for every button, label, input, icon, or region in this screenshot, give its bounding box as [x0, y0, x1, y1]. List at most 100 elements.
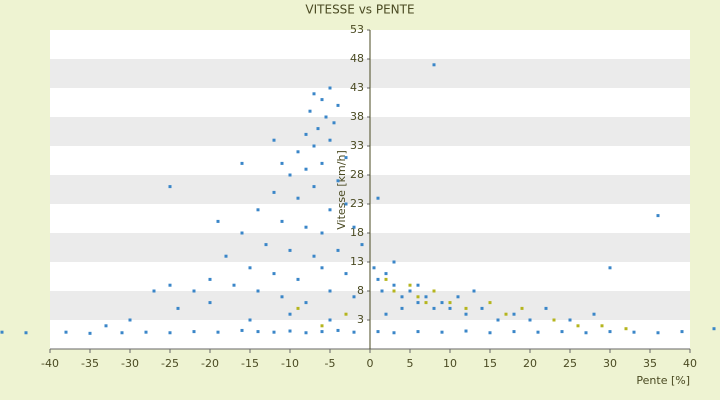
point — [352, 225, 356, 229]
point — [224, 254, 228, 258]
x-tick-label: 20 — [523, 357, 537, 370]
point — [392, 289, 396, 293]
point — [416, 301, 420, 305]
point — [352, 330, 356, 334]
point — [324, 115, 328, 119]
point — [336, 179, 340, 183]
point — [536, 330, 540, 334]
point — [144, 330, 148, 334]
point — [308, 109, 312, 113]
point — [568, 318, 572, 322]
point — [304, 225, 308, 229]
point — [168, 283, 172, 287]
point — [120, 331, 124, 335]
point — [344, 272, 348, 276]
point — [384, 277, 388, 281]
point — [216, 219, 220, 223]
x-tick-label: 30 — [603, 357, 617, 370]
point — [392, 283, 396, 287]
point — [432, 306, 436, 310]
point — [512, 312, 516, 316]
point — [632, 330, 636, 334]
point — [464, 312, 468, 316]
point — [304, 331, 308, 335]
point — [272, 138, 276, 142]
point — [288, 329, 292, 333]
point — [0, 330, 4, 334]
point — [424, 301, 428, 305]
point — [528, 318, 532, 322]
point — [128, 318, 132, 322]
point — [552, 318, 556, 322]
point — [384, 272, 388, 276]
x-tick-label: 10 — [443, 357, 457, 370]
point — [448, 301, 452, 305]
point — [320, 324, 324, 328]
point — [520, 306, 524, 310]
y-tick-label: 43 — [350, 81, 364, 94]
point — [24, 331, 28, 335]
point — [584, 331, 588, 335]
x-tick-label: -35 — [81, 357, 99, 370]
point — [304, 167, 308, 171]
y-axis-title: Vitesse [km/h] — [335, 150, 348, 230]
point — [256, 289, 260, 293]
point — [304, 301, 308, 305]
point — [264, 243, 268, 247]
point — [240, 231, 244, 235]
point — [320, 266, 324, 270]
point — [464, 306, 468, 310]
point — [296, 196, 300, 200]
x-tick-label: -30 — [121, 357, 139, 370]
point — [400, 306, 404, 310]
y-tick-label: 23 — [350, 197, 364, 210]
x-tick-label: 40 — [683, 357, 697, 370]
point — [344, 156, 348, 160]
point — [480, 306, 484, 310]
point — [312, 254, 316, 258]
x-tick-label: -40 — [41, 357, 59, 370]
y-tick-label: 53 — [350, 23, 364, 36]
point — [608, 330, 612, 334]
point — [280, 295, 284, 299]
point — [240, 328, 244, 332]
point — [328, 86, 332, 90]
point — [152, 289, 156, 293]
point — [424, 295, 428, 299]
point — [312, 185, 316, 189]
point — [544, 306, 548, 310]
point — [440, 301, 444, 305]
point — [464, 329, 468, 333]
x-tick-label: -10 — [281, 357, 299, 370]
point — [296, 277, 300, 281]
y-tick-label: 3 — [357, 313, 364, 326]
point — [576, 324, 580, 328]
y-tick-label: 18 — [350, 226, 364, 239]
point — [372, 266, 376, 270]
point — [344, 312, 348, 316]
point — [496, 318, 500, 322]
point — [712, 327, 716, 331]
point — [168, 185, 172, 189]
x-tick-label: -5 — [325, 357, 336, 370]
point — [608, 266, 612, 270]
x-tick-label: 25 — [563, 357, 577, 370]
y-tick-label: 28 — [350, 168, 364, 181]
point — [256, 330, 260, 334]
point — [304, 132, 308, 136]
point — [376, 277, 380, 281]
point — [336, 103, 340, 107]
point — [176, 306, 180, 310]
point — [504, 312, 508, 316]
x-tick-label: -20 — [201, 357, 219, 370]
point — [248, 318, 252, 322]
point — [168, 331, 172, 335]
point — [328, 318, 332, 322]
point — [320, 231, 324, 235]
point — [392, 260, 396, 264]
point — [104, 324, 108, 328]
point — [416, 330, 420, 334]
point — [432, 63, 436, 67]
point — [376, 196, 380, 200]
x-tick-label: -25 — [161, 357, 179, 370]
